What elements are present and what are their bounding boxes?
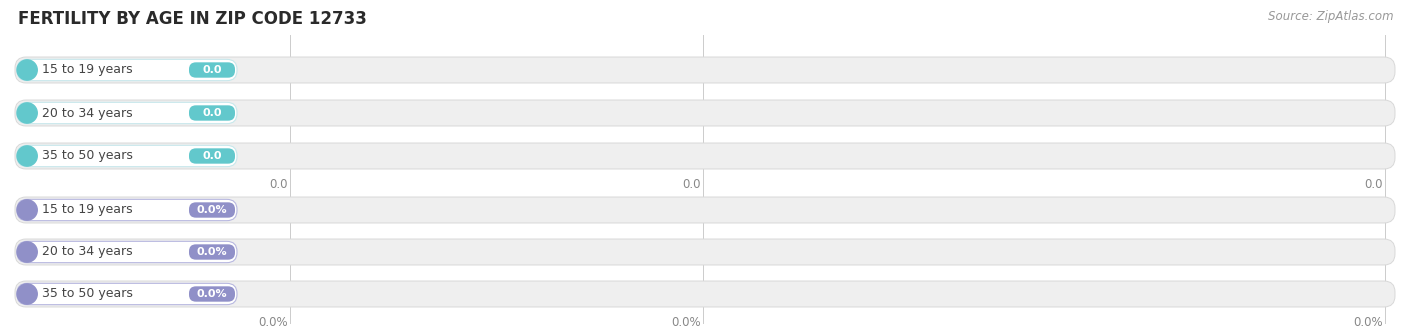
Text: 0.0%: 0.0% bbox=[197, 247, 228, 257]
Circle shape bbox=[17, 242, 37, 262]
FancyBboxPatch shape bbox=[17, 283, 238, 305]
Text: 0.0: 0.0 bbox=[202, 151, 222, 161]
FancyBboxPatch shape bbox=[188, 286, 235, 302]
FancyBboxPatch shape bbox=[15, 100, 1395, 126]
FancyBboxPatch shape bbox=[188, 244, 235, 260]
FancyBboxPatch shape bbox=[15, 239, 1395, 265]
Text: 35 to 50 years: 35 to 50 years bbox=[42, 288, 134, 301]
Text: 15 to 19 years: 15 to 19 years bbox=[42, 64, 134, 76]
FancyBboxPatch shape bbox=[188, 202, 235, 218]
FancyBboxPatch shape bbox=[17, 199, 238, 221]
Text: FERTILITY BY AGE IN ZIP CODE 12733: FERTILITY BY AGE IN ZIP CODE 12733 bbox=[18, 10, 367, 28]
Text: 15 to 19 years: 15 to 19 years bbox=[42, 204, 134, 216]
Text: 0.0%: 0.0% bbox=[259, 316, 288, 329]
Text: 0.0%: 0.0% bbox=[1354, 316, 1384, 329]
FancyBboxPatch shape bbox=[188, 62, 235, 78]
Text: 0.0: 0.0 bbox=[202, 108, 222, 118]
Circle shape bbox=[17, 60, 37, 80]
Text: 35 to 50 years: 35 to 50 years bbox=[42, 150, 134, 163]
Text: 0.0%: 0.0% bbox=[672, 316, 702, 329]
FancyBboxPatch shape bbox=[15, 57, 1395, 83]
Text: 20 to 34 years: 20 to 34 years bbox=[42, 246, 134, 259]
Text: Source: ZipAtlas.com: Source: ZipAtlas.com bbox=[1268, 10, 1393, 23]
Circle shape bbox=[17, 103, 37, 123]
FancyBboxPatch shape bbox=[17, 59, 238, 81]
Text: 0.0: 0.0 bbox=[1364, 178, 1384, 191]
FancyBboxPatch shape bbox=[15, 281, 1395, 307]
Circle shape bbox=[17, 284, 37, 304]
FancyBboxPatch shape bbox=[188, 105, 235, 121]
FancyBboxPatch shape bbox=[15, 143, 1395, 169]
FancyBboxPatch shape bbox=[17, 241, 238, 263]
Text: 0.0%: 0.0% bbox=[197, 205, 228, 215]
Circle shape bbox=[17, 200, 37, 220]
FancyBboxPatch shape bbox=[17, 145, 238, 167]
FancyBboxPatch shape bbox=[188, 148, 235, 164]
Circle shape bbox=[17, 146, 37, 166]
FancyBboxPatch shape bbox=[17, 102, 238, 124]
Text: 0.0%: 0.0% bbox=[197, 289, 228, 299]
Text: 0.0: 0.0 bbox=[202, 65, 222, 75]
FancyBboxPatch shape bbox=[15, 197, 1395, 223]
Text: 20 to 34 years: 20 to 34 years bbox=[42, 107, 134, 119]
Text: 0.0: 0.0 bbox=[270, 178, 288, 191]
Text: 0.0: 0.0 bbox=[682, 178, 702, 191]
